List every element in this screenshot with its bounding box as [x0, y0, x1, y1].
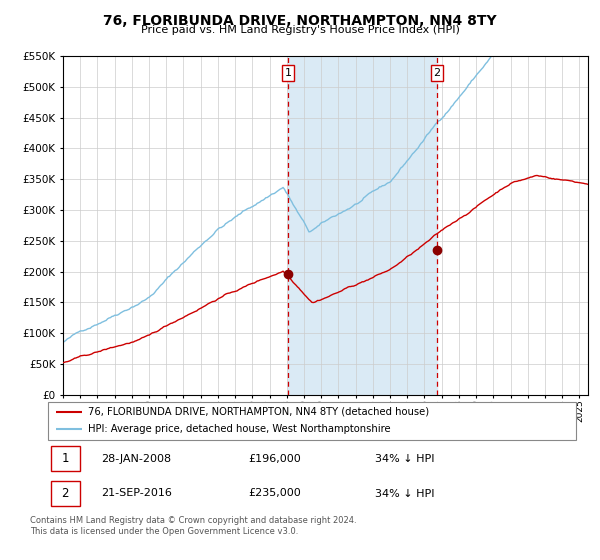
- Text: 76, FLORIBUNDA DRIVE, NORTHAMPTON, NN4 8TY: 76, FLORIBUNDA DRIVE, NORTHAMPTON, NN4 8…: [103, 14, 497, 28]
- Bar: [288, 56, 437, 395]
- Text: £196,000: £196,000: [248, 454, 301, 464]
- Text: 28-JAN-2008: 28-JAN-2008: [101, 454, 171, 464]
- Text: 21-SEP-2016: 21-SEP-2016: [101, 488, 172, 498]
- FancyBboxPatch shape: [50, 480, 80, 506]
- Text: 34% ↓ HPI: 34% ↓ HPI: [376, 454, 435, 464]
- FancyBboxPatch shape: [50, 446, 80, 472]
- Text: £235,000: £235,000: [248, 488, 301, 498]
- Text: 34% ↓ HPI: 34% ↓ HPI: [376, 488, 435, 498]
- Text: HPI: Average price, detached house, West Northamptonshire: HPI: Average price, detached house, West…: [88, 424, 390, 435]
- Text: 76, FLORIBUNDA DRIVE, NORTHAMPTON, NN4 8TY (detached house): 76, FLORIBUNDA DRIVE, NORTHAMPTON, NN4 8…: [88, 407, 429, 417]
- Text: 2: 2: [433, 68, 440, 78]
- Text: 1: 1: [61, 452, 69, 465]
- Text: Price paid vs. HM Land Registry's House Price Index (HPI): Price paid vs. HM Land Registry's House …: [140, 25, 460, 35]
- Text: Contains HM Land Registry data © Crown copyright and database right 2024.
This d: Contains HM Land Registry data © Crown c…: [30, 516, 356, 536]
- Text: 2: 2: [61, 487, 69, 500]
- FancyBboxPatch shape: [48, 402, 576, 440]
- Text: 1: 1: [284, 68, 292, 78]
